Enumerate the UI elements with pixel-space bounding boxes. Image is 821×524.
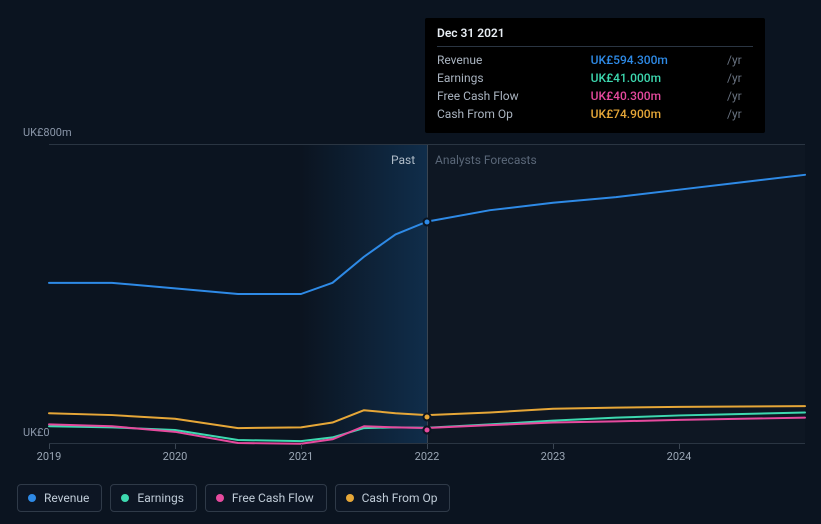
legend-item-cash_from_op[interactable]: Cash From Op [335,484,451,512]
series-line-revenue [49,175,805,294]
legend-label: Earnings [137,491,184,505]
legend-item-free_cash_flow[interactable]: Free Cash Flow [205,484,327,512]
x-tick-label: 2021 [289,450,314,463]
legend-dot-icon [346,494,354,502]
legend-dot-icon [28,494,36,502]
tooltip-row: Free Cash FlowUK£40.300m/yr [437,87,753,105]
tooltip-table: RevenueUK£594.300m/yrEarningsUK£41.000m/… [437,51,753,123]
x-tick-mark [301,444,302,449]
plot-area[interactable]: Past Analysts Forecasts [49,144,805,444]
y-axis-max-label: UK£800m [23,126,72,139]
chart-tooltip: Dec 31 2021 RevenueUK£594.300m/yrEarning… [425,18,765,133]
tooltip-row-value: UK£40.300m [561,87,723,105]
x-tick-mark [175,444,176,449]
hover-marker-free_cash_flow [423,425,432,434]
chart-legend: Revenue Earnings Free Cash Flow Cash From O… [17,484,450,512]
tooltip-row-label: Earnings [437,69,561,87]
x-tick-label: 2019 [37,450,62,463]
legend-item-revenue[interactable]: Revenue [17,484,102,512]
legend-item-earnings[interactable]: Earnings [110,484,197,512]
tooltip-row-unit: /yr [723,51,753,69]
x-tick-label: 2022 [415,450,440,463]
tooltip-row-label: Cash From Op [437,105,561,123]
x-tick-mark [49,444,50,449]
hover-marker-cash_from_op [423,412,432,421]
tooltip-row: Cash From OpUK£74.900m/yr [437,105,753,123]
legend-dot-icon [216,494,224,502]
tooltip-row: RevenueUK£594.300m/yr [437,51,753,69]
hover-marker-revenue [423,218,432,227]
x-tick-mark [427,444,428,449]
tooltip-row-label: Revenue [437,51,561,69]
x-tick-label: 2023 [541,450,566,463]
x-tick-label: 2020 [163,450,188,463]
x-tick-mark [553,444,554,449]
legend-label: Cash From Op [362,491,438,505]
tooltip-row-unit: /yr [723,87,753,105]
legend-label: Revenue [44,491,89,505]
y-axis-min-label: UK£0 [23,426,50,439]
x-axis: 201920202021202220232024 [49,450,805,470]
tooltip-row-unit: /yr [723,105,753,123]
tooltip-row-value: UK£74.900m [561,105,723,123]
tooltip-row: EarningsUK£41.000m/yr [437,69,753,87]
tooltip-row-value: UK£41.000m [561,69,723,87]
legend-dot-icon [121,494,129,502]
tooltip-row-value: UK£594.300m [561,51,723,69]
legend-label: Free Cash Flow [232,491,314,505]
tooltip-row-label: Free Cash Flow [437,87,561,105]
x-tick-mark [679,444,680,449]
x-tick-label: 2024 [667,450,692,463]
tooltip-date: Dec 31 2021 [437,26,753,47]
tooltip-row-unit: /yr [723,69,753,87]
chart-lines-svg [49,145,805,443]
